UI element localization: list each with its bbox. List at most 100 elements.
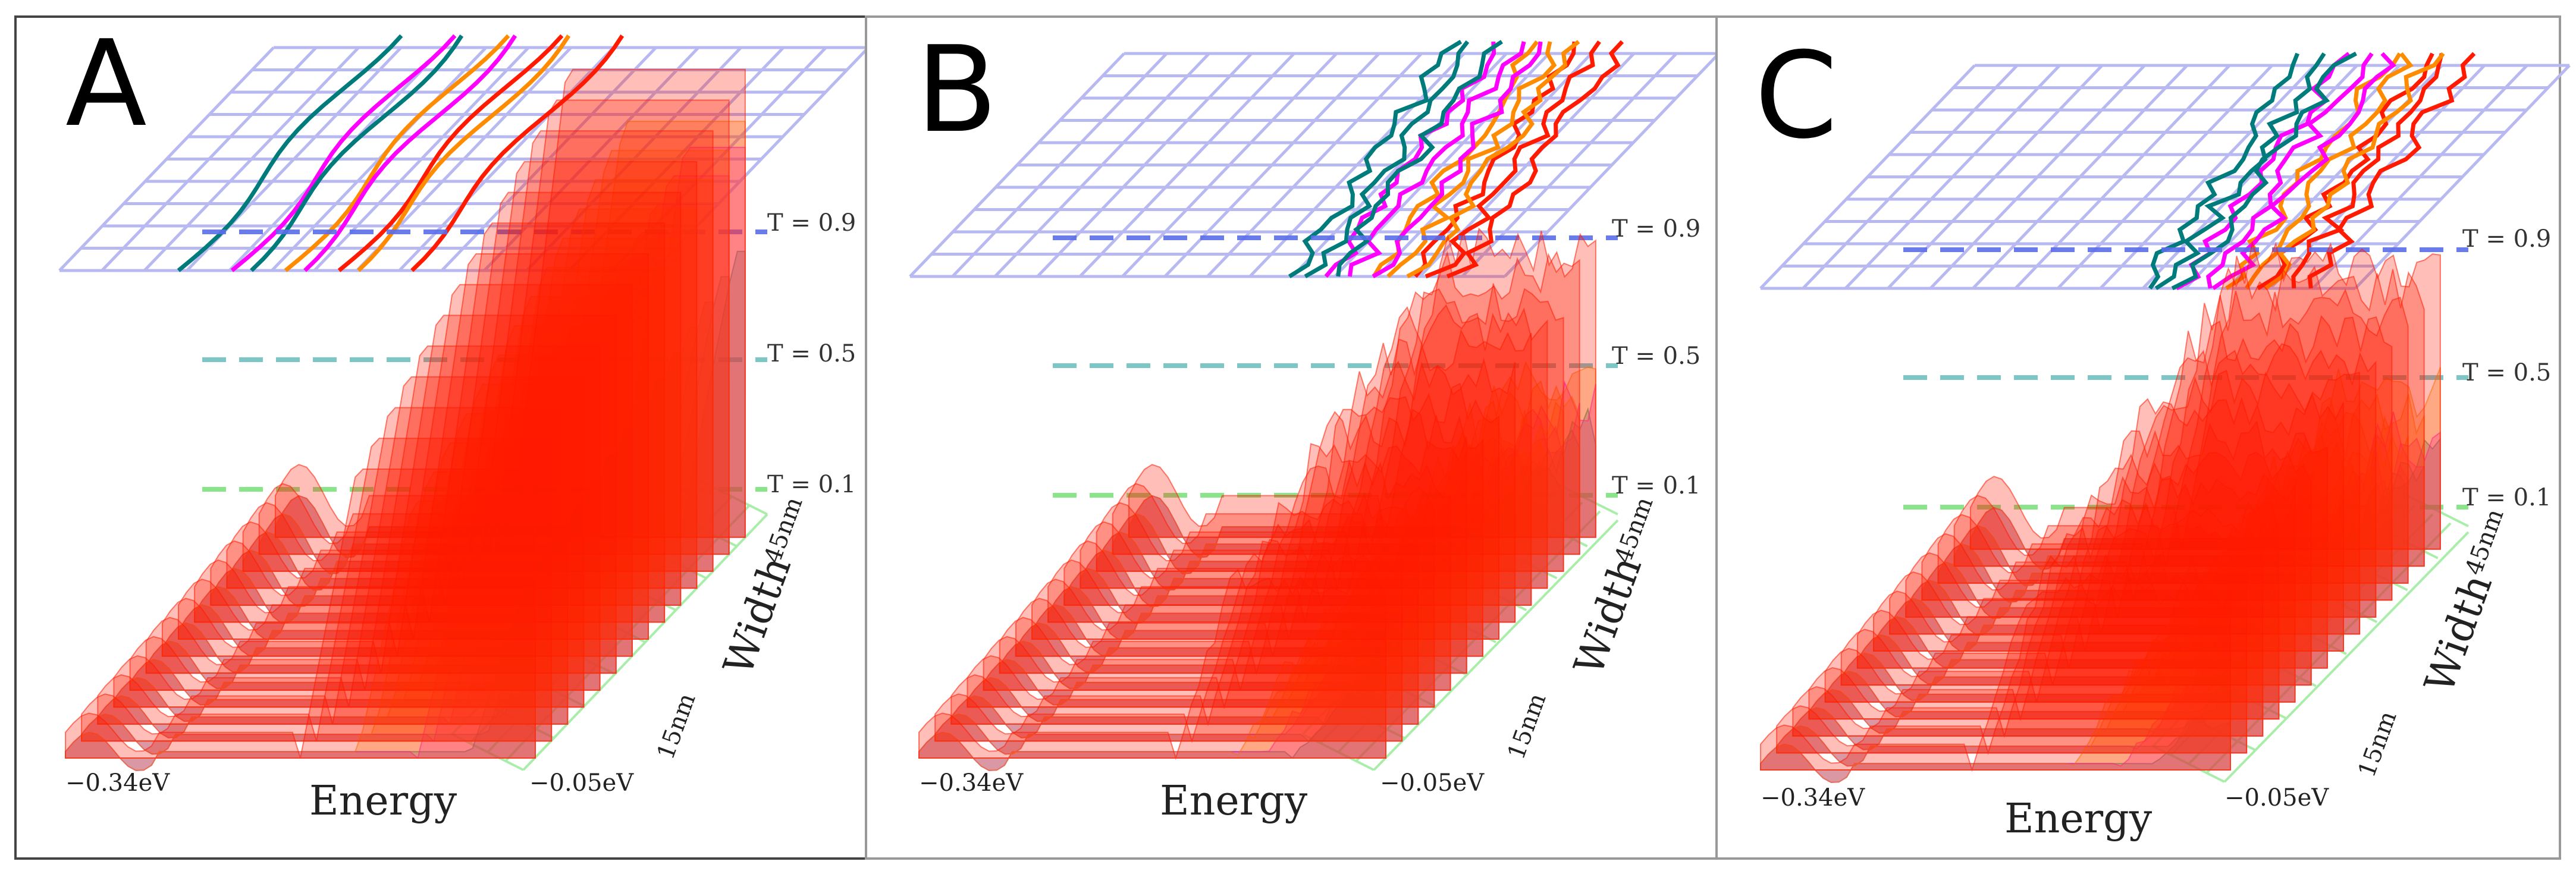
side-grid-line: [487, 495, 733, 753]
red-surface: [934, 539, 1403, 743]
red-surface: [918, 564, 1386, 760]
panel-a: A T = 0.9 T = 0.5 T = 0.1 −0.34eV −0.05e…: [14, 15, 870, 860]
orange-surface: [226, 208, 698, 608]
orange-surface: [1112, 380, 1580, 574]
panel-c-t01-label: T = 0.1: [2462, 484, 2551, 511]
panel-c-contours: [2148, 51, 2476, 291]
red-surface: [1856, 420, 2328, 669]
panel-b-t09-label: T = 0.9: [1612, 215, 1700, 243]
orange-surface: [1776, 634, 2248, 767]
teal-contour: [2154, 52, 2326, 290]
panel-b-xtick-left: −0.34eV: [919, 769, 1024, 797]
red-surface: [161, 284, 633, 657]
panel-a-side-grid: [451, 477, 768, 771]
red-contour: [2307, 52, 2476, 289]
panel-c-t05-label: T = 0.5: [2462, 359, 2551, 386]
orange-surface: [242, 179, 714, 591]
panel-a-xtick-right: −0.05eV: [529, 769, 634, 797]
orange-surface: [918, 647, 1386, 771]
teal-contour: [1288, 40, 1463, 278]
side-grid-line: [522, 513, 768, 771]
panel-b-letter: B: [916, 21, 997, 159]
red-surface: [1776, 554, 2248, 755]
orange-surface: [97, 442, 569, 738]
orange-surface: [950, 603, 1419, 738]
panel-a-letter: A: [65, 15, 147, 153]
orange-surface: [81, 471, 553, 755]
side-grid-line: [1424, 605, 1496, 643]
red-surface: [1112, 250, 1580, 555]
magenta-contour: [303, 34, 517, 272]
side-grid-line: [504, 504, 751, 762]
side-grid-line: [1373, 519, 1619, 771]
red-contour: [337, 34, 564, 272]
panel-c-frame: [1715, 15, 2561, 860]
panel-b-surfaces: [918, 227, 1596, 771]
red-surface: [1760, 577, 2231, 772]
orange-surface: [1808, 590, 2280, 734]
red-surface: [1792, 524, 2264, 738]
magenta-contour: [2206, 52, 2374, 289]
panel-c-xtick-left: −0.34eV: [1761, 784, 1865, 812]
side-grid-line: [451, 477, 697, 735]
panel-b: B T = 0.9 T = 0.5 T = 0.1 −0.34eV −0.05e…: [865, 15, 1720, 860]
panel-a-xtick-left: −0.34eV: [65, 769, 170, 797]
side-grid-line: [2205, 522, 2452, 774]
panel-b-threshold-lines: [1053, 235, 1618, 498]
orange-surface: [1969, 367, 2441, 570]
side-grid-line: [469, 486, 715, 744]
panel-b-t05-label: T = 0.5: [1612, 342, 1700, 370]
orange-surface: [1792, 613, 2264, 750]
teal-contour: [1304, 40, 1470, 279]
side-grid-line: [2223, 531, 2470, 783]
side-grid-line: [2365, 521, 2439, 559]
panel-a-frame: [14, 15, 867, 860]
panel-c-surfaces: [1760, 241, 2441, 783]
red-surface: [97, 407, 569, 725]
red-surface: [950, 512, 1419, 727]
red-surface: [145, 315, 617, 674]
red-contour: [1446, 40, 1624, 279]
red-surface: [274, 68, 746, 538]
red-surface: [1128, 227, 1596, 538]
panel-c-letter: C: [1755, 27, 1838, 165]
red-surface: [81, 438, 553, 742]
side-grid-line: [2170, 504, 2416, 756]
panel-a-threshold-lines: [202, 229, 767, 492]
orange-surface: [113, 413, 585, 722]
panel-c-xtick-right: −0.05eV: [2224, 784, 2329, 812]
red-surface: [967, 486, 1435, 710]
side-grid-line: [2305, 585, 2378, 624]
panel-b-xlabel: Energy: [1160, 778, 1308, 825]
panel-a-xlabel: Energy: [309, 778, 457, 825]
panel-a-t09-label: T = 0.9: [767, 209, 856, 237]
orange-surface: [129, 383, 601, 706]
side-grid-line: [1515, 509, 1588, 548]
red-surface: [113, 376, 585, 708]
red-surface: [1824, 473, 2296, 703]
orange-surface: [983, 555, 1451, 706]
orange-surface: [1760, 658, 2231, 783]
panel-c: C T = 0.9 T = 0.5 T = 0.1 −0.34eV −0.05e…: [1715, 15, 2571, 860]
red-surface: [258, 99, 730, 555]
panel-a-surfaces: [65, 68, 746, 771]
panel-a-t05-label: T = 0.5: [767, 340, 856, 367]
red-surface: [999, 436, 1467, 676]
red-surface: [983, 458, 1451, 691]
red-surface: [1953, 265, 2425, 567]
panel-b-t01-label: T = 0.1: [1612, 472, 1700, 499]
side-grid-line: [1355, 510, 1601, 762]
red-surface: [65, 469, 536, 759]
panel-a-t01-label: T = 0.1: [767, 471, 856, 498]
orange-surface: [1824, 568, 2296, 718]
red-surface: [1096, 283, 1564, 572]
panel-c-t09-label: T = 0.9: [2462, 225, 2551, 253]
side-grid-line: [1337, 501, 1583, 753]
panel-b-xtick-right: −0.05eV: [1380, 769, 1485, 797]
panel-c-xlabel: Energy: [2004, 796, 2153, 842]
panel-c-threshold-lines: [1903, 247, 2468, 510]
red-surface: [129, 345, 601, 691]
side-grid-line: [1319, 492, 1565, 744]
red-contour: [1425, 40, 1601, 279]
